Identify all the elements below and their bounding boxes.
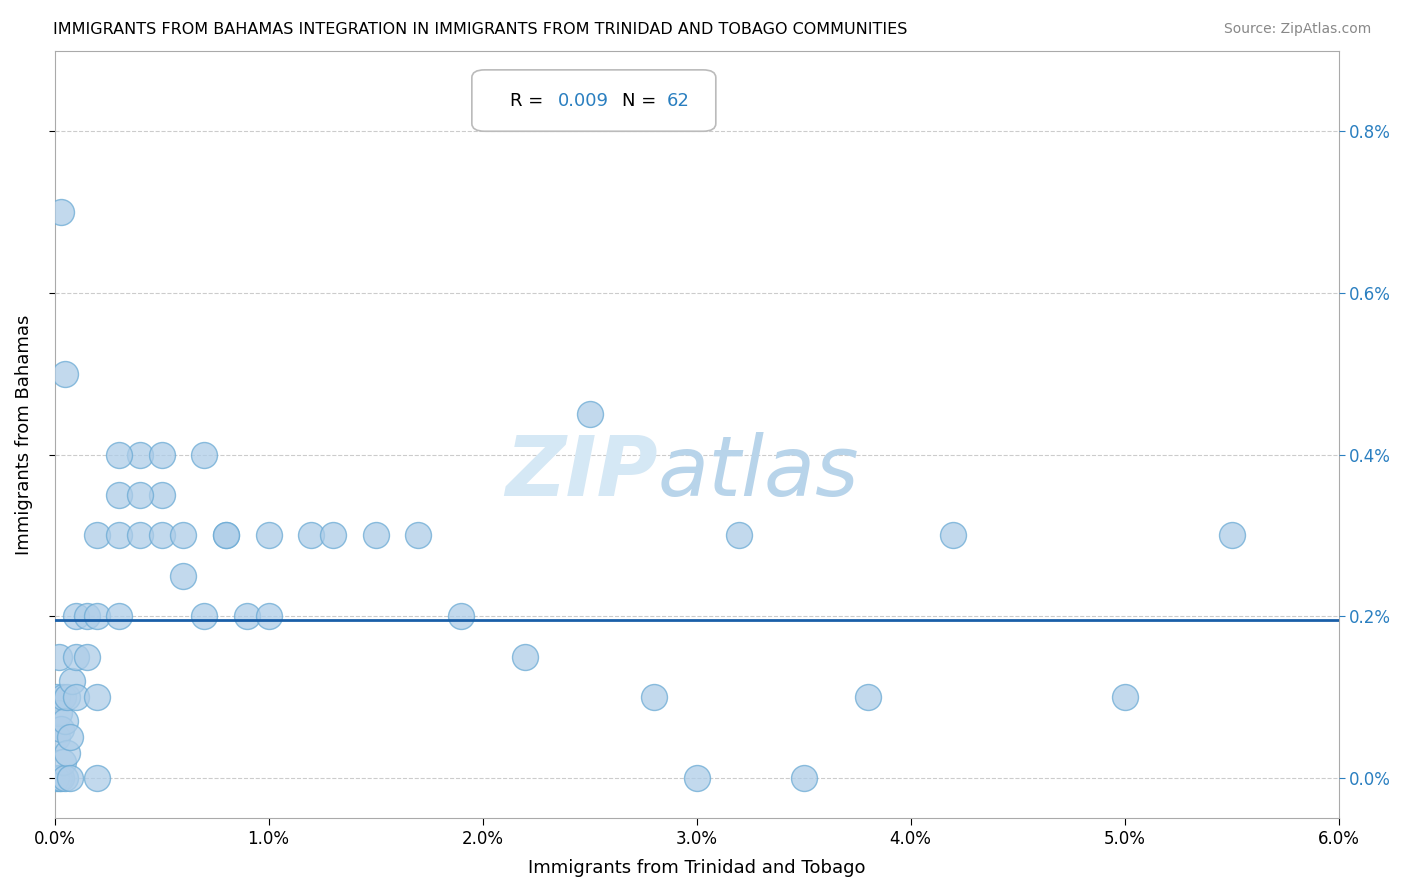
Point bbox=[578, 407, 600, 421]
Point bbox=[86, 609, 108, 624]
FancyBboxPatch shape bbox=[472, 70, 716, 131]
Point bbox=[450, 609, 472, 624]
Point bbox=[86, 528, 108, 542]
Point bbox=[643, 690, 665, 704]
Point bbox=[52, 755, 75, 769]
Point bbox=[65, 649, 87, 664]
Point bbox=[56, 747, 79, 761]
Point bbox=[56, 690, 79, 704]
Point bbox=[53, 714, 76, 728]
Point bbox=[257, 528, 280, 542]
Point bbox=[172, 528, 194, 542]
Point bbox=[515, 649, 537, 664]
Point bbox=[129, 488, 152, 502]
Point bbox=[150, 448, 173, 462]
Text: ZIP: ZIP bbox=[505, 433, 658, 513]
Point bbox=[257, 609, 280, 624]
Point bbox=[58, 771, 80, 785]
Point bbox=[58, 731, 80, 745]
Y-axis label: Immigrants from Bahamas: Immigrants from Bahamas bbox=[15, 314, 32, 555]
Point bbox=[107, 609, 129, 624]
Point bbox=[129, 528, 152, 542]
Point bbox=[408, 528, 430, 542]
Point bbox=[48, 706, 70, 720]
Text: R =: R = bbox=[510, 92, 550, 110]
Point bbox=[856, 690, 879, 704]
Point bbox=[364, 528, 387, 542]
Point bbox=[1220, 528, 1243, 542]
Point bbox=[86, 690, 108, 704]
Point bbox=[76, 649, 98, 664]
Point bbox=[793, 771, 815, 785]
Point bbox=[48, 649, 70, 664]
Point bbox=[236, 609, 259, 624]
Point bbox=[49, 771, 72, 785]
Point bbox=[45, 771, 67, 785]
Point bbox=[49, 205, 72, 219]
Point bbox=[48, 771, 70, 785]
Point bbox=[193, 448, 215, 462]
Text: N =: N = bbox=[621, 92, 662, 110]
Point bbox=[685, 771, 707, 785]
Point bbox=[942, 528, 965, 542]
Text: Source: ZipAtlas.com: Source: ZipAtlas.com bbox=[1223, 22, 1371, 37]
Point bbox=[107, 448, 129, 462]
Point bbox=[322, 528, 344, 542]
Point bbox=[107, 528, 129, 542]
Point bbox=[45, 731, 67, 745]
Point bbox=[129, 448, 152, 462]
Point bbox=[215, 528, 238, 542]
Point bbox=[1114, 690, 1136, 704]
Point bbox=[299, 528, 322, 542]
Point bbox=[172, 568, 194, 582]
Point bbox=[86, 771, 108, 785]
Point bbox=[150, 488, 173, 502]
Point bbox=[52, 690, 75, 704]
X-axis label: Immigrants from Trinidad and Tobago: Immigrants from Trinidad and Tobago bbox=[527, 859, 865, 877]
Point bbox=[60, 673, 83, 688]
Point bbox=[49, 723, 72, 737]
Text: 62: 62 bbox=[666, 92, 690, 110]
Point bbox=[53, 367, 76, 381]
Point bbox=[45, 690, 67, 704]
Point bbox=[728, 528, 751, 542]
Point bbox=[107, 488, 129, 502]
Point bbox=[76, 609, 98, 624]
Point bbox=[193, 609, 215, 624]
Text: atlas: atlas bbox=[658, 433, 859, 513]
Point bbox=[215, 528, 238, 542]
Point bbox=[53, 771, 76, 785]
Point bbox=[65, 690, 87, 704]
Text: 0.009: 0.009 bbox=[558, 92, 609, 110]
Point bbox=[65, 609, 87, 624]
Point bbox=[150, 528, 173, 542]
Text: IMMIGRANTS FROM BAHAMAS INTEGRATION IN IMMIGRANTS FROM TRINIDAD AND TOBAGO COMMU: IMMIGRANTS FROM BAHAMAS INTEGRATION IN I… bbox=[53, 22, 908, 37]
